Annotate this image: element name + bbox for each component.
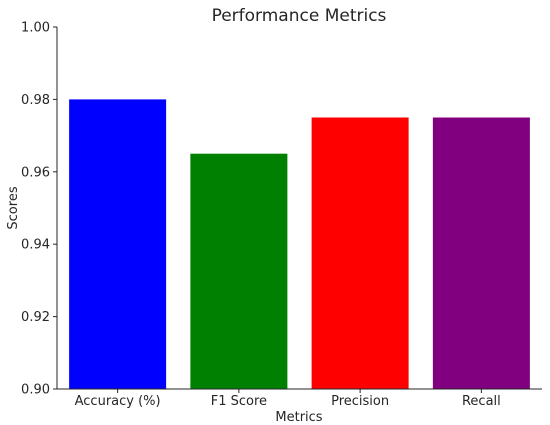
bar-precision: [311, 117, 409, 389]
bars-group: [69, 99, 530, 390]
y-tick-label: 0.90: [21, 383, 50, 398]
x-tick-label: F1 Score: [211, 394, 267, 409]
y-tick-label: 0.96: [21, 165, 50, 180]
x-tick-label: Precision: [331, 394, 389, 409]
x-tick-label: Recall: [462, 394, 501, 409]
y-tick-label: 0.94: [21, 238, 50, 253]
bar-f1-score: [190, 153, 288, 389]
y-axis-ticks: 0.90 0.92 0.94 0.96 0.98 1.00: [21, 21, 57, 398]
x-axis-label: Metrics: [275, 410, 322, 425]
y-tick-label: 0.98: [21, 93, 50, 108]
x-axis-ticks: Accuracy (%) F1 Score Precision Recall: [75, 389, 501, 409]
chart-title: Performance Metrics: [212, 6, 387, 26]
bar-recall: [432, 117, 530, 389]
bar-accuracy: [69, 99, 167, 390]
plot-area: 0.90 0.92 0.94 0.96 0.98 1.00 Accuracy (%) F1 …: [21, 21, 542, 409]
y-tick-label: 0.92: [21, 310, 50, 325]
y-tick-label: 1.00: [21, 21, 50, 36]
y-axis-label: Scores: [6, 186, 21, 229]
x-tick-label: Accuracy (%): [75, 394, 161, 409]
